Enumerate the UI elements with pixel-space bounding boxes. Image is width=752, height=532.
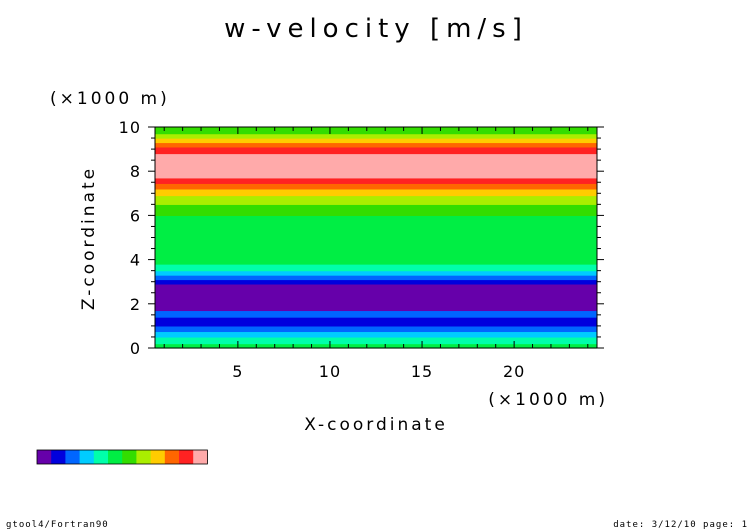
colorbar-swatch-9 bbox=[164, 450, 180, 464]
y-tick-label: 6 bbox=[130, 206, 141, 225]
contour-band-14 bbox=[155, 188, 597, 197]
y-tick-label: 2 bbox=[130, 295, 141, 314]
contour-band-16 bbox=[155, 177, 597, 184]
contour-band-5 bbox=[155, 310, 597, 318]
colorbar-swatch-3 bbox=[79, 450, 95, 464]
colorbar-swatch-1 bbox=[51, 450, 66, 464]
y-tick-label: 8 bbox=[130, 162, 141, 181]
contour-band-2 bbox=[155, 331, 597, 338]
x-tick-label: 15 bbox=[411, 362, 433, 381]
colorbar-swatch-0 bbox=[37, 450, 52, 464]
colorbar-swatch-6 bbox=[122, 450, 137, 464]
contour-band-18 bbox=[155, 146, 597, 155]
x-tick-label: 10 bbox=[319, 362, 341, 381]
contour-band-19 bbox=[155, 142, 597, 148]
contour-band-9 bbox=[155, 270, 597, 276]
footer-date-page: date: 3/12/10 page: 1 bbox=[613, 520, 748, 530]
contour-band-15 bbox=[155, 183, 597, 190]
color-legend-bar bbox=[36, 449, 208, 465]
x-axis-title: X-coordinate bbox=[304, 415, 448, 435]
colorbar-swatch-5 bbox=[108, 450, 123, 464]
x-tick-label: 5 bbox=[232, 362, 243, 381]
contour-band-17 bbox=[155, 153, 597, 179]
contour-band-6 bbox=[155, 283, 597, 312]
contour-band-11 bbox=[155, 215, 597, 265]
y-tick-label: 10 bbox=[119, 118, 141, 137]
colorbar-swatch-10 bbox=[179, 450, 194, 464]
y-tick-label: 0 bbox=[130, 339, 141, 358]
contour-band-3 bbox=[155, 325, 597, 333]
contour-band-7 bbox=[155, 279, 597, 285]
contour-band-13 bbox=[155, 195, 597, 205]
contour-band-21 bbox=[155, 133, 597, 139]
colorbar-swatch-11 bbox=[193, 450, 208, 464]
colorbar-swatch-4 bbox=[93, 450, 109, 464]
x-tick-label: 20 bbox=[503, 362, 525, 381]
contour-band-1 bbox=[155, 336, 597, 345]
y-axis-title: Z-coordinate bbox=[79, 166, 99, 310]
colorbar-swatch-7 bbox=[136, 450, 151, 464]
colorbar-swatch-8 bbox=[150, 450, 166, 464]
colorbar-frame bbox=[36, 449, 208, 465]
contour-band-20 bbox=[155, 138, 597, 144]
y-tick-label: 4 bbox=[130, 251, 141, 270]
contour-band-22 bbox=[155, 127, 597, 135]
contour-band-0 bbox=[155, 343, 597, 349]
contour-band-4 bbox=[155, 317, 597, 327]
plot-area: 5 10 15 20 0 2 4 6 8 10 bbox=[119, 118, 604, 381]
footer-program: gtool4/Fortran90 bbox=[6, 520, 109, 530]
chart-title: w-velocity [m/s] bbox=[224, 14, 528, 44]
contour-band-12 bbox=[155, 204, 597, 216]
colorbar-swatch-2 bbox=[65, 450, 80, 464]
contour-band-8 bbox=[155, 275, 597, 281]
contour-band-10 bbox=[155, 264, 597, 272]
y-unit-label: (×1000 m) bbox=[50, 89, 170, 109]
x-unit-label: (×1000 m) bbox=[488, 390, 608, 410]
